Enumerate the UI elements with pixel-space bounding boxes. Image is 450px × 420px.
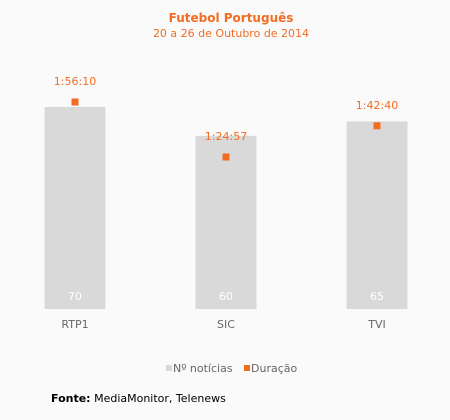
chart-subtitle: 20 a 26 de Outubro de 2014 [153, 27, 309, 40]
bar-value-label: 65 [370, 290, 384, 303]
duration-marker [373, 122, 381, 130]
category-label: RTP1 [61, 318, 88, 331]
bar-value-label: 60 [219, 290, 233, 303]
source-text: MediaMonitor, Telenews [94, 392, 226, 405]
duration-label: 1:42:40 [356, 99, 398, 112]
source-label: Fonte: [51, 392, 91, 405]
duration-marker [71, 98, 79, 106]
duration-label: 1:56:10 [54, 75, 96, 88]
legend-swatch-noticias [166, 365, 172, 371]
bar-value-label: 70 [68, 290, 82, 303]
legend-label-noticias: Nº notícias [173, 362, 233, 375]
bar-rtp1 [44, 107, 106, 309]
chart-title: Futebol Português [169, 11, 294, 25]
source-note: Fonte: MediaMonitor, Telenews [51, 392, 226, 405]
duration-marker [222, 153, 230, 161]
bar-sic [195, 135, 257, 309]
bar-tvi [346, 121, 408, 309]
category-label: SIC [217, 318, 235, 331]
legend-swatch-duracao [244, 365, 250, 371]
duration-label: 1:24:57 [205, 130, 247, 143]
category-label: TVI [367, 318, 386, 331]
legend-label-duracao: Duração [251, 362, 297, 375]
